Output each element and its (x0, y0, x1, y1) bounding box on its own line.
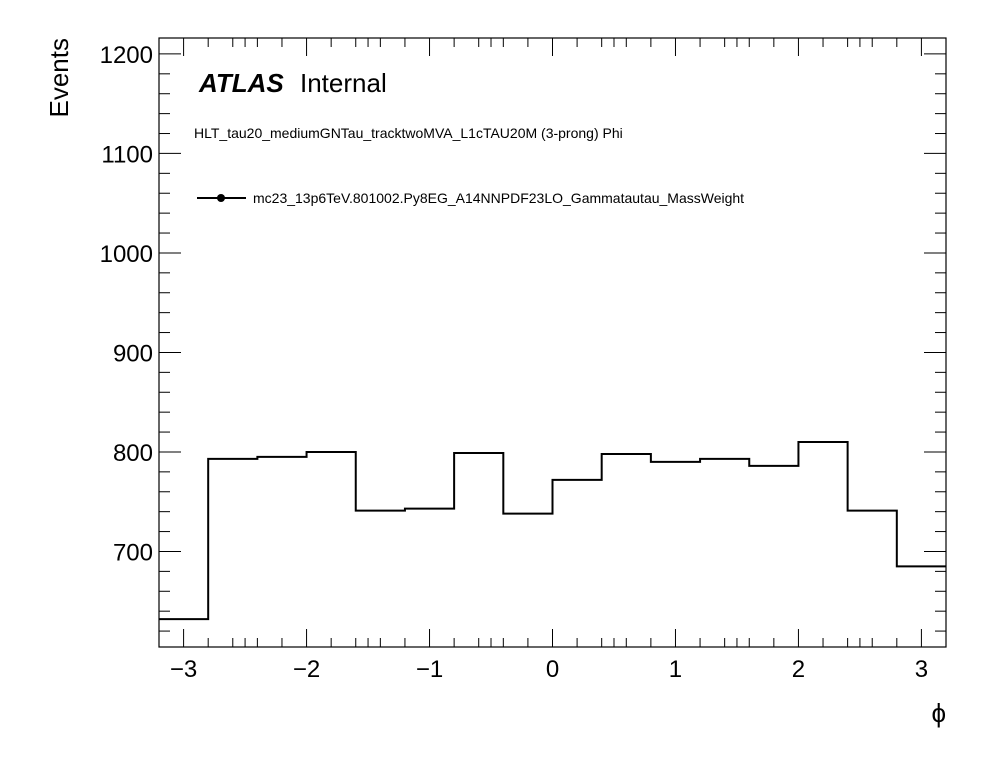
y-tick-label: 800 (113, 440, 153, 467)
legend: mc23_13p6TeV.801002.Py8EG_A14NNPDF23LO_G… (197, 190, 744, 206)
x-tick-label: −3 (170, 656, 197, 683)
y-tick-label: 1200 (100, 42, 153, 69)
y-tick-label: 700 (113, 539, 153, 566)
y-axis-title: Events (44, 38, 74, 118)
x-tick-label: 0 (546, 656, 559, 683)
atlas-label: ATLAS (198, 68, 284, 98)
y-axis-ticks: 700 800 900 1000 1100 1200 (100, 42, 946, 632)
x-axis-title: ϕ (931, 698, 946, 728)
y-tick-label: 900 (113, 340, 153, 367)
status-label: Internal (300, 68, 387, 98)
x-axis-ticks: −3 −2 −1 0 1 2 3 (158, 38, 947, 683)
histogram-series (159, 441, 946, 621)
plot-subtitle: HLT_tau20_mediumGNTau_tracktwoMVA_L1cTAU… (194, 125, 623, 141)
legend-marker (217, 194, 225, 202)
y-tick-label: 1100 (101, 141, 153, 168)
legend-entry-label: mc23_13p6TeV.801002.Py8EG_A14NNPDF23LO_G… (253, 190, 744, 206)
x-tick-label: −1 (416, 656, 443, 683)
x-tick-label: −2 (293, 656, 320, 683)
x-tick-label: 3 (915, 656, 928, 683)
x-tick-label: 1 (669, 656, 682, 683)
x-tick-label: 2 (792, 656, 805, 683)
y-tick-label: 1000 (100, 241, 153, 268)
